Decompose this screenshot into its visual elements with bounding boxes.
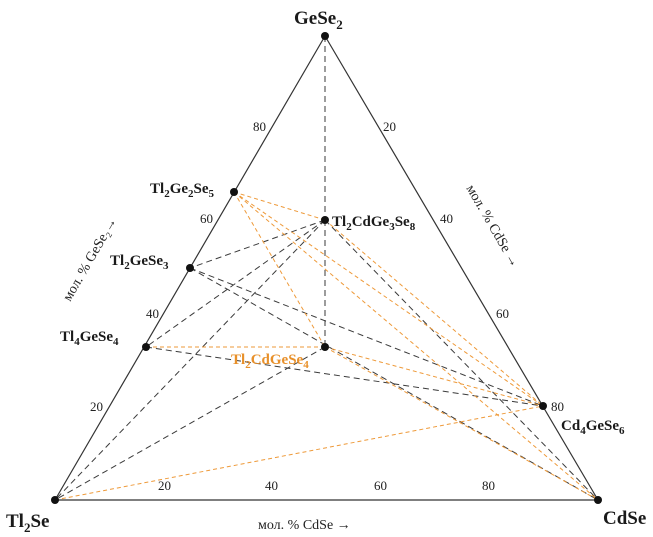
point-tl2gese3 (186, 264, 194, 272)
tie-tl2cdge3se8-cd4gese6 (324, 219, 544, 407)
orange-tie-lines (54, 191, 599, 501)
axis-title-right: мол. % CdSe → (463, 183, 522, 271)
vertex-label-cdse: CdSe (603, 508, 646, 529)
label-tl2gese3: Tl2GeSe3 (110, 253, 169, 272)
tie-tl4gese4-cd4gese6 (145, 346, 544, 407)
tick-left-60: 60 (200, 211, 213, 226)
tie-tl2ge2se5-tl2cdgese4 (233, 191, 326, 348)
tie-tl2cdge3se8-tl2gese3 (189, 219, 326, 269)
tie-tl2se-cd4gese6 (54, 405, 544, 501)
tick-bottom-60: 60 (374, 478, 387, 493)
ticks-right: 20 40 60 80 (383, 119, 564, 414)
point-tl2cdgese4 (321, 343, 329, 351)
label-tl2ge2se5: Tl2Ge2Se5 (150, 181, 215, 200)
point-tl4gese4 (142, 343, 150, 351)
compound-points (51, 32, 602, 504)
edge-right (324, 35, 599, 501)
point-tl2cdge3se8 (321, 216, 329, 224)
tie-tl2cdge3se8-cdse (324, 219, 599, 501)
label-tl2cdgese4: Tl2CdGeSe4 (231, 352, 309, 371)
vertex-label-tl2se: Tl2Se (6, 511, 49, 535)
vertex-label-gese2: GeSe2 (294, 8, 343, 32)
tick-right-80: 80 (551, 399, 564, 414)
label-tl2cdge3se8: Tl2CdGe3Se8 (332, 214, 416, 233)
tie-tl2gese3-cd4gese6 (189, 267, 544, 407)
tick-left-80: 80 (253, 119, 266, 134)
tick-right-60: 60 (496, 306, 509, 321)
ticks-bottom: 20 40 60 80 (158, 478, 495, 493)
tick-left-20: 20 (90, 399, 103, 414)
tie-tl2cdge3se8-tl2se (54, 219, 326, 501)
label-cd4gese6: Cd4GeSe6 (561, 418, 625, 437)
tie-tl2cdgese4-tl2se (54, 346, 326, 501)
point-cdse (594, 496, 602, 504)
tie-tl2ge2se5-tl2cdge3se8 (233, 191, 326, 221)
label-tl4gese4: Tl4GeSe4 (60, 329, 119, 348)
ticks-left: 20 40 60 80 (90, 119, 266, 414)
tie-tl2cdgese4-cd4gese6 (324, 346, 544, 407)
tie-tl2cdgese4-cdse (324, 346, 599, 501)
tick-left-40: 40 (146, 306, 159, 321)
point-gese2 (321, 32, 329, 40)
tick-bottom-80: 80 (482, 478, 495, 493)
tick-right-40: 40 (440, 211, 453, 226)
point-tl2se (51, 496, 59, 504)
axis-title-bottom: мол. % CdSe → (258, 518, 351, 533)
tick-bottom-40: 40 (265, 478, 278, 493)
tick-bottom-20: 20 (158, 478, 171, 493)
tie-tl2cdge3se8-tl4gese4 (145, 219, 326, 348)
tick-right-20: 20 (383, 119, 396, 134)
tie-tl2ge2se5-cdse (233, 191, 599, 501)
point-tl2ge2se5 (230, 188, 238, 196)
point-cd4gese6 (539, 402, 547, 410)
